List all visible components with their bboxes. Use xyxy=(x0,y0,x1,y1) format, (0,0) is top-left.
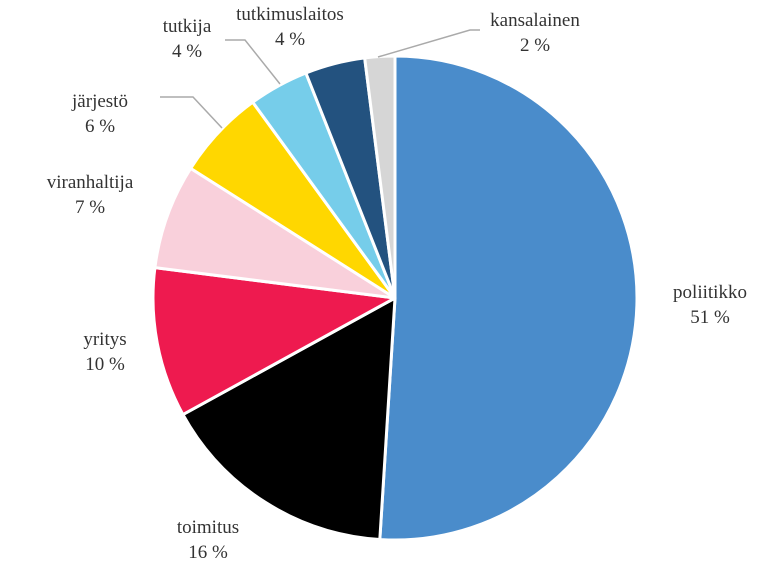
pie-slice xyxy=(181,296,397,542)
slice-value-label: 51 % xyxy=(690,307,730,328)
slice-value-label: 16 % xyxy=(188,542,228,563)
leader-line xyxy=(225,39,281,85)
slice-value-label: 4 % xyxy=(275,29,305,50)
pie-slice xyxy=(378,54,639,542)
leader-line xyxy=(160,96,223,129)
slice-value-label: 4 % xyxy=(172,41,202,62)
slice-label: poliitikko xyxy=(673,282,747,303)
slice-value-label: 2 % xyxy=(520,35,550,56)
pie-slice xyxy=(151,266,397,417)
slice-label: yritys xyxy=(83,329,126,350)
slice-label: viranhaltija xyxy=(47,172,134,193)
slice-value-label: 10 % xyxy=(85,354,125,375)
slice-value-label: 6 % xyxy=(85,116,115,137)
slice-label: tutkimuslaitos xyxy=(236,4,344,25)
slice-value-label: 7 % xyxy=(75,197,105,218)
slice-label: järjestö xyxy=(71,91,128,112)
pie-slice xyxy=(153,166,397,300)
slice-label: toimitus xyxy=(177,517,239,538)
slice-label: kansalainen xyxy=(490,10,580,31)
leader-line xyxy=(377,29,480,58)
slice-label: tutkija xyxy=(163,16,212,37)
